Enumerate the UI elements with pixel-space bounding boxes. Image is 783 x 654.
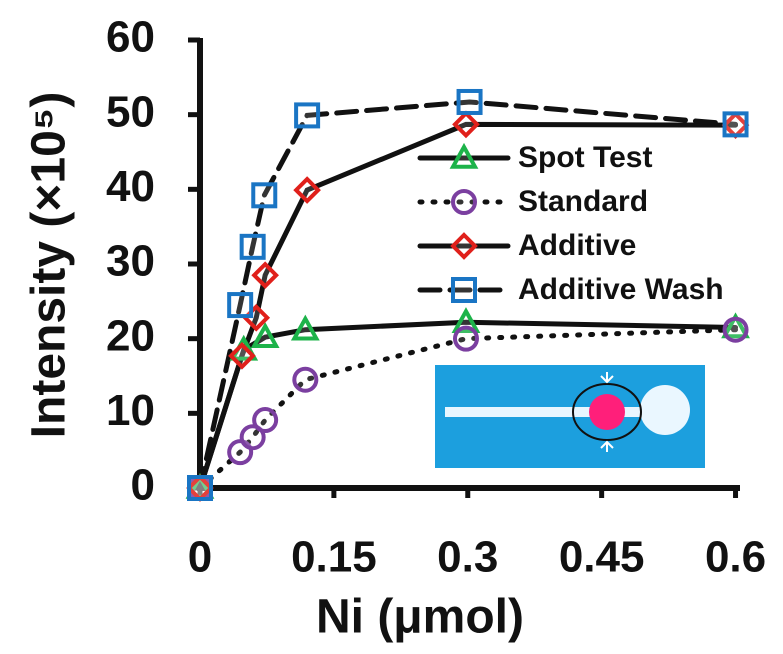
marker [459,91,481,113]
legend-label: Standard [518,185,648,218]
legend-label: Spot Test [518,141,652,174]
legend-marker [453,191,475,213]
y-tick-label: 20 [106,311,155,360]
marker [725,113,747,135]
legend-marker [453,235,475,257]
legend-marker [453,279,475,301]
marker [725,319,747,341]
marker [455,113,477,135]
marker [294,319,316,339]
marker [242,236,264,258]
y-tick-label: 0 [131,461,155,510]
inset-photo [435,365,705,468]
y-tick-label: 10 [106,386,155,435]
x-tick-label: 0.15 [291,533,377,582]
marker [254,409,276,431]
marker [455,328,477,350]
y-axis-label: Intensity (×10⁵) [23,92,76,439]
chart: Ni (μmol) Intensity (×10⁵) 0 10 20 30 40 50 60… [0,0,783,654]
marker [294,369,316,391]
legend-marker [453,147,475,167]
x-axis-label: Ni (μmol) [316,591,524,644]
legend-label: Additive Wash [518,273,724,306]
marker [296,179,318,201]
x-tick-label: 0.45 [559,533,645,582]
x-tick-label: 0 [188,533,212,582]
marker [296,104,318,126]
legend-label: Additive [518,229,636,262]
marker [253,184,275,206]
y-tick-label: 30 [106,237,155,286]
y-tick-label: 50 [106,87,155,136]
x-tick-label: 0.3 [437,533,498,582]
y-tick-label: 40 [106,162,155,211]
x-tick-label: 0.6 [705,533,766,582]
marker [254,264,276,286]
marker [189,477,211,499]
y-tick-label: 60 [106,13,155,62]
marker [229,294,251,316]
